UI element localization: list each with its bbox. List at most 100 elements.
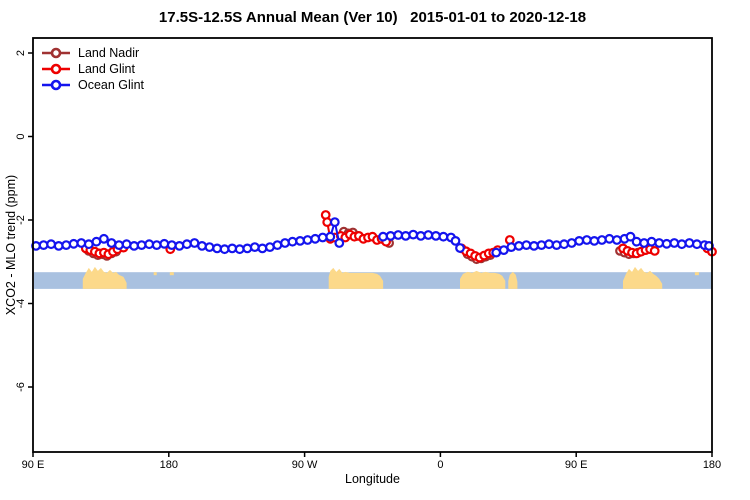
data-point-ocean-glint (559, 239, 569, 250)
x-tick-label: 0 (437, 459, 443, 471)
data-point-ocean-glint (544, 239, 554, 250)
legend-item-land-nadir: Land Nadir (41, 45, 144, 61)
data-point-ocean-glint (589, 235, 600, 246)
data-point-ocean-glint (280, 238, 290, 248)
data-point-ocean-glint (438, 231, 449, 242)
legend-item-ocean-glint: Ocean Glint (41, 77, 144, 93)
data-point-ocean-glint (53, 240, 64, 251)
data-point-ocean-glint (625, 231, 636, 242)
data-point-ocean-glint (393, 230, 404, 240)
legend-marker-land-glint-icon (42, 63, 70, 75)
legend: Land Nadir Land Glint Ocean Glint (41, 45, 144, 93)
data-point-ocean-glint (317, 232, 328, 243)
x-tick-label: 90 W (292, 459, 318, 471)
land-patch-africa (460, 270, 506, 289)
data-point-ocean-glint (612, 235, 622, 245)
data-point-ocean-glint (38, 240, 49, 251)
x-tick-label: 180 (160, 459, 178, 471)
data-point-ocean-glint (597, 235, 607, 245)
data-point-ocean-glint (423, 230, 434, 240)
y-tick-label: -2 (15, 215, 27, 225)
y-tick-label: -6 (15, 382, 27, 392)
data-point-ocean-glint (431, 230, 441, 241)
data-point-ocean-glint (631, 236, 642, 247)
data-point-ocean-glint (287, 236, 298, 247)
x-tick-label: 180 (703, 459, 721, 471)
data-point-ocean-glint (385, 230, 396, 241)
legend-marker-ocean-glint-icon (42, 79, 70, 91)
data-point-ocean-glint (219, 244, 230, 255)
data-point-ocean-glint (506, 242, 517, 253)
data-point-ocean-glint (295, 235, 306, 246)
data-point-ocean-glint (581, 235, 592, 245)
data-point-ocean-glint (46, 239, 56, 250)
data-point-ocean-glint (159, 238, 170, 249)
data-point-ocean-glint (61, 240, 72, 251)
island-3 (694, 272, 699, 276)
data-point-ocean-glint (491, 247, 502, 258)
data-point-ocean-glint (83, 239, 94, 250)
data-point-ocean-glint (166, 240, 177, 251)
data-point-ocean-glint (302, 235, 313, 245)
data-point-land-glint (322, 217, 333, 228)
x-tick-label: 90 E (22, 459, 45, 471)
data-point-ocean-glint (661, 238, 672, 249)
data-point-ocean-glint (174, 240, 185, 251)
surface-band (34, 266, 712, 289)
data-point-ocean-glint (676, 239, 687, 250)
series-ocean-glint (31, 217, 714, 258)
island-2 (169, 272, 174, 276)
data-point-ocean-glint (121, 239, 132, 250)
data-point-ocean-glint (551, 240, 562, 251)
data-point-ocean-glint (197, 240, 207, 251)
data-point-ocean-glint (692, 239, 702, 250)
data-point-ocean-glint (136, 240, 147, 251)
data-point-ocean-glint (242, 243, 253, 254)
data-point-ocean-glint (144, 239, 155, 250)
data-point-ocean-glint (181, 239, 192, 250)
legend-item-land-glint: Land Glint (41, 61, 144, 77)
data-point-ocean-glint (234, 244, 245, 255)
data-point-ocean-glint (455, 243, 465, 253)
y-tick-label: 2 (15, 50, 27, 56)
data-point-ocean-glint (604, 233, 615, 244)
legend-label-ocean-glint: Ocean Glint (78, 78, 145, 92)
plot-frame (32, 37, 713, 453)
land-patch-south-america (328, 267, 384, 289)
island-1 (153, 272, 157, 276)
land-patch-madagascar (508, 271, 518, 289)
data-point-ocean-glint (574, 235, 585, 246)
data-point-land-glint (649, 245, 660, 256)
y-axis: 2 0 -2 -4 -6 (15, 50, 33, 392)
data-point-ocean-glint (129, 240, 140, 251)
data-point-ocean-glint (114, 240, 124, 251)
data-point-ocean-glint (639, 238, 649, 248)
legend-marker-land-nadir-icon (42, 47, 70, 59)
x-axis: 90 E 180 90 W 0 90 E 180 (22, 452, 721, 471)
land-patch-australia-east-wrap (622, 266, 663, 289)
chart-title: 17.5S-12.5S Annual Mean (Ver 10) 2015-01… (158, 9, 587, 26)
data-point-ocean-glint (325, 231, 336, 242)
data-point-ocean-glint (408, 229, 419, 240)
data-point-ocean-glint (684, 238, 695, 248)
data-point-ocean-glint (378, 231, 389, 242)
data-point-ocean-glint (646, 236, 657, 247)
data-point-ocean-glint (536, 240, 547, 251)
data-point-ocean-glint (212, 243, 223, 254)
data-point-ocean-glint (521, 240, 532, 251)
data-point-ocean-glint (227, 243, 238, 254)
data-point-ocean-glint (68, 238, 79, 249)
data-point-ocean-glint (151, 240, 162, 251)
data-point-ocean-glint (76, 238, 87, 248)
data-point-ocean-glint (529, 240, 539, 251)
data-point-ocean-glint (450, 235, 461, 246)
data-point-ocean-glint (400, 230, 411, 241)
data-point-ocean-glint (257, 243, 268, 254)
y-tick-label: 0 (15, 133, 27, 139)
legend-label-land-glint: Land Glint (78, 62, 135, 76)
data-point-ocean-glint (415, 230, 426, 241)
legend-label-land-nadir: Land Nadir (78, 46, 140, 60)
data-point-ocean-glint (514, 240, 524, 251)
data-point-ocean-glint (654, 238, 665, 248)
